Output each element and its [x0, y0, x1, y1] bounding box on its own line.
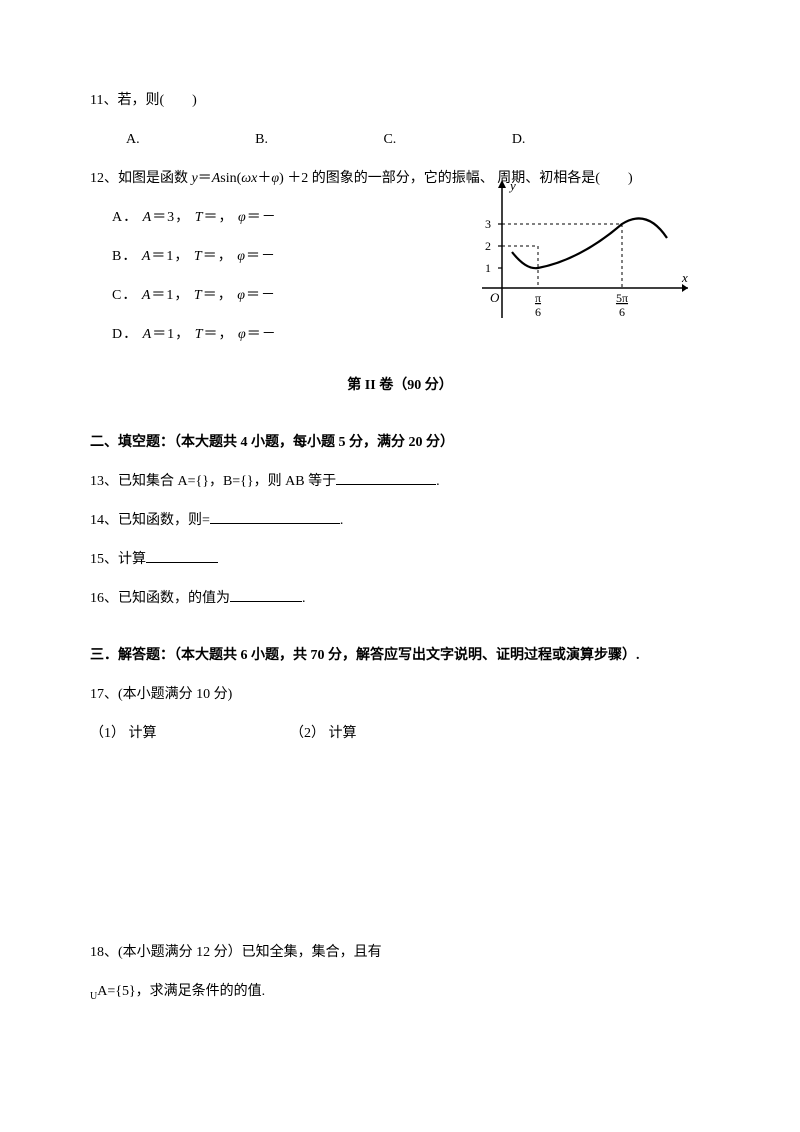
q12d-label: D．	[112, 327, 138, 342]
q12-option-d: D． A＝1， T＝， φ＝－	[90, 324, 710, 345]
q12d-pv: ＝－	[247, 327, 277, 342]
question-18-line1: 18、(本小题满分 12 分）已知全集，集合，且有	[90, 942, 710, 963]
q11-options: A. B. C. D.	[90, 129, 710, 150]
question-14: 14、已知函数，则=.	[90, 510, 710, 531]
q15-blank	[146, 549, 218, 563]
q12b-label: B．	[112, 249, 137, 264]
svg-text:y: y	[508, 178, 516, 193]
q12a-pv: ＝－	[247, 210, 277, 225]
q12c-tv: ＝，	[203, 288, 233, 303]
q12-omega: ω	[241, 171, 251, 186]
q14-blank	[210, 510, 340, 524]
q11-opt-c: C.	[383, 129, 452, 150]
q12b-pv: ＝－	[246, 249, 276, 264]
q14-pre: 14、已知函数，则=	[90, 513, 210, 528]
q14-post: .	[340, 513, 344, 528]
q12c-av: ＝1，	[151, 288, 189, 303]
q12c-pv: ＝－	[246, 288, 276, 303]
fill-header: 二、填空题：（本大题共 4 小题，每小题 5 分，满分 20 分）	[90, 432, 710, 453]
q12c-p: φ	[237, 288, 246, 303]
svg-text:5π: 5π	[616, 291, 628, 305]
svg-text:x: x	[681, 270, 688, 285]
q12a-av: ＝3，	[152, 210, 190, 225]
q12b-t: T	[194, 249, 203, 264]
svg-text:2: 2	[485, 239, 491, 253]
q12d-a: A	[143, 327, 153, 342]
q12c-t: T	[194, 288, 203, 303]
q11-opt-d: D.	[512, 129, 526, 150]
q17-col1: （1） 计算	[90, 723, 290, 744]
q12a-a: A	[143, 210, 153, 225]
question-13: 13、已知集合 A={}，B={}，则 AB 等于.	[90, 471, 710, 492]
question-17-body: （1） 计算 （2） 计算	[90, 723, 710, 744]
q11-opt-a: A.	[126, 129, 196, 150]
q12a-label: A．	[112, 210, 138, 225]
svg-text:1: 1	[485, 261, 491, 275]
q12-prefix: 12、如图是函数	[90, 171, 192, 186]
sine-graph-svg: yxO123π65π6	[482, 178, 692, 318]
svg-text:3: 3	[485, 217, 491, 231]
svg-text:6: 6	[535, 305, 541, 318]
question-17-header: 17、(本小题满分 10 分)	[90, 684, 710, 705]
q11-text: 11、若，则( )	[90, 93, 197, 108]
svg-text:6: 6	[619, 305, 625, 318]
q13-pre: 13、已知集合 A={}，B={}，则 AB 等于	[90, 474, 336, 489]
q12d-tv: ＝，	[203, 327, 233, 342]
q12-plus: ＋	[257, 171, 271, 186]
q13-blank	[336, 471, 436, 485]
question-15: 15、计算	[90, 549, 710, 570]
q15-pre: 15、计算	[90, 552, 146, 567]
solve-header: 三．解答题：（本大题共 6 小题，共 70 分，解答应写出文字说明、证明过程或演…	[90, 645, 710, 666]
question-16: 16、已知函数，的值为.	[90, 588, 710, 609]
q12b-tv: ＝，	[203, 249, 233, 264]
section-2-title: 第 II 卷（90 分）	[90, 375, 710, 396]
svg-text:O: O	[490, 290, 500, 305]
q16-post: .	[302, 591, 306, 606]
q12b-p: φ	[237, 249, 246, 264]
q12c-label: C．	[112, 288, 137, 303]
q12d-p: φ	[238, 327, 247, 342]
q13-post: .	[436, 474, 440, 489]
sine-graph: yxO123π65π6	[482, 178, 692, 325]
q12c-a: A	[142, 288, 152, 303]
q18-rest: A={5}，求满足条件的的值.	[97, 984, 265, 999]
q12-phi: φ	[271, 171, 279, 186]
q12-A: A	[212, 171, 221, 186]
q16-blank	[230, 588, 302, 602]
q12-eq: ＝	[198, 171, 212, 186]
q11-opt-b: B.	[255, 129, 324, 150]
q12b-a: A	[142, 249, 152, 264]
q12a-p: φ	[238, 210, 247, 225]
q12b-av: ＝1，	[151, 249, 189, 264]
q12d-av: ＝1，	[152, 327, 190, 342]
q17-col2: （2） 计算	[290, 723, 490, 744]
q12a-tv: ＝，	[203, 210, 233, 225]
svg-text:π: π	[535, 291, 541, 305]
q12-sin: sin(	[220, 171, 241, 186]
question-18-line2: UA={5}，求满足条件的的值.	[90, 981, 710, 1004]
q16-pre: 16、已知函数，的值为	[90, 591, 230, 606]
spacer	[90, 762, 710, 942]
question-11: 11、若，则( )	[90, 90, 710, 111]
